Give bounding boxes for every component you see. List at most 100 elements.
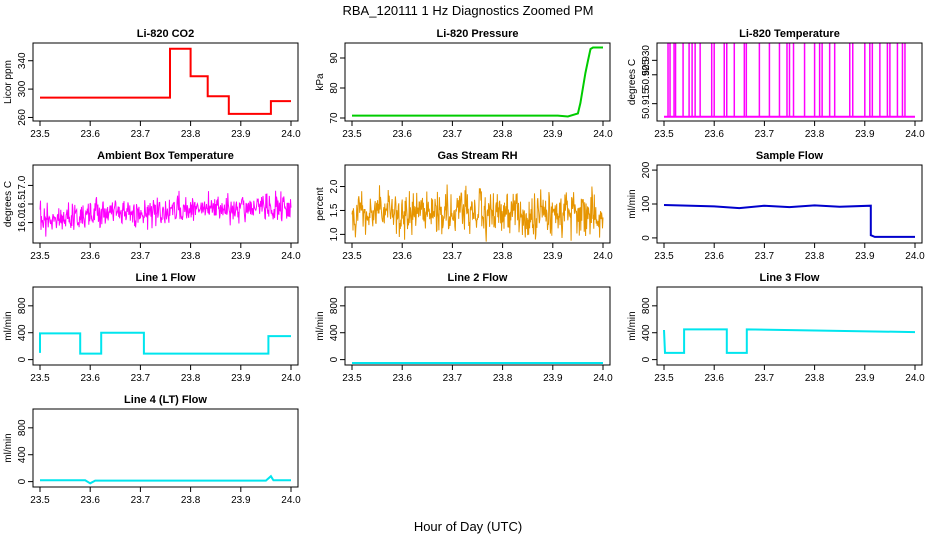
line1-flow-series <box>39 331 291 355</box>
rh-xtick-label: 23.9 <box>543 251 563 262</box>
box-temp-xtick-label: 23.8 <box>181 251 201 262</box>
pressure-ytick-label: 70 <box>329 112 340 124</box>
line4-flow-ytick-label: 0 <box>17 478 28 484</box>
co2-xtick-label: 24.0 <box>281 129 301 140</box>
box-temp-xtick-label: 24.0 <box>281 251 301 262</box>
sample-flow-ytick-label: 200 <box>641 161 652 178</box>
sample-flow-ylabel: ml/min <box>627 189 638 218</box>
line1-flow-title: Line 1 Flow <box>136 272 196 284</box>
box-temp-ytick-label: 16.5 <box>17 194 28 214</box>
figure-xlabel: Hour of Day (UTC) <box>414 519 522 534</box>
line1-flow-ytick-label: 400 <box>17 324 28 341</box>
line1-flow-ytick-label: 0 <box>17 356 28 362</box>
line1-flow-xtick-label: 23.6 <box>80 373 100 384</box>
box-temp-line <box>39 190 292 237</box>
pressure-xtick-label: 24.0 <box>593 129 613 140</box>
panel-sample-flow: Sample Flow 23.5 23.6 23.7 23.8 23.9 24.0 0 100 2… <box>627 150 925 262</box>
pressure-xtick-label: 23.9 <box>543 129 563 140</box>
line3-flow-title: Line 3 Flow <box>760 272 820 284</box>
sample-flow-ytick-label: 100 <box>641 195 652 212</box>
figure-title: RBA_120111 1 Hz Diagnostics Zoomed PM <box>343 3 594 18</box>
line2-flow-xtick-label: 24.0 <box>593 373 613 384</box>
line3-flow-ytick-label: 800 <box>641 297 652 314</box>
pressure-ytick-label: 90 <box>329 52 340 64</box>
co2-ytick-label: 300 <box>17 80 28 97</box>
rh-xtick-label: 23.8 <box>493 251 513 262</box>
line2-flow-xtick-label: 23.5 <box>342 373 362 384</box>
co2-ytick-label: 340 <box>17 52 28 69</box>
line2-flow-xtick-label: 23.7 <box>443 373 463 384</box>
line3-flow-line <box>663 328 916 354</box>
co2-xtick-label: 23.8 <box>181 129 201 140</box>
line3-flow-xtick-label: 23.5 <box>654 373 674 384</box>
line3-flow-series <box>663 328 916 354</box>
rh-ylabel: percent <box>315 187 326 221</box>
line3-flow-ytick-label: 0 <box>641 356 652 362</box>
line2-flow-ytick-label: 800 <box>329 297 340 314</box>
licor-temp-ylabel: degrees C <box>627 59 638 105</box>
sample-flow-series <box>663 204 915 238</box>
pressure-frame <box>344 42 611 122</box>
licor-temp-xtick-label: 23.5 <box>654 129 674 140</box>
line2-flow-xtick-label: 23.9 <box>543 373 563 384</box>
line1-flow-frame <box>32 286 299 366</box>
co2-xtick-label: 23.6 <box>80 129 100 140</box>
co2-frame <box>32 42 299 122</box>
box-temp-xtick-label: 23.5 <box>30 251 50 262</box>
box-temp-xtick-label: 23.6 <box>80 251 100 262</box>
panel-line3-flow: Line 3 Flow 23.5 23.6 23.7 23.8 23.9 24.0 0 400 8… <box>627 272 925 384</box>
pressure-xtick-label: 23.6 <box>392 129 412 140</box>
pressure-xtick-label: 23.7 <box>443 129 463 140</box>
sample-flow-xtick-label: 23.8 <box>805 251 825 262</box>
line1-flow-xtick-label: 23.5 <box>30 373 50 384</box>
sample-flow-xtick-label: 24.0 <box>905 251 925 262</box>
co2-ylabel: Licor ppm <box>3 60 14 104</box>
line3-flow-frame <box>656 286 923 366</box>
box-temp-title: Ambient Box Temperature <box>97 150 234 162</box>
licor-temp-ytick-label: 50.930 <box>641 45 652 76</box>
panel-licor-temp: Li-820 Temperature 23.5 23.6 23.7 23.8 23.9 24… <box>627 28 925 140</box>
co2-line <box>40 47 291 115</box>
pressure-line <box>352 46 603 118</box>
line2-flow-ytick-label: 400 <box>329 324 340 341</box>
line2-flow-title: Line 2 Flow <box>448 272 508 284</box>
line4-flow-title: Line 4 (LT) Flow <box>124 394 207 406</box>
line4-flow-xtick-label: 23.6 <box>80 495 100 506</box>
rh-xtick-label: 24.0 <box>593 251 613 262</box>
rh-xtick-label: 23.6 <box>392 251 412 262</box>
sample-flow-ytick-label: 0 <box>641 235 652 241</box>
rh-title: Gas Stream RH <box>437 150 517 162</box>
pressure-xtick-label: 23.5 <box>342 129 362 140</box>
panel-line2-flow: Line 2 Flow 23.5 23.6 23.7 23.8 23.9 24.0 0 400 8… <box>315 272 613 384</box>
licor-temp-xtick-label: 23.8 <box>805 129 825 140</box>
sample-flow-frame <box>656 164 923 244</box>
line3-flow-xtick-label: 23.6 <box>704 373 724 384</box>
line4-flow-frame <box>32 408 299 488</box>
rh-xtick-label: 23.7 <box>443 251 463 262</box>
line1-flow-xtick-label: 23.9 <box>231 373 251 384</box>
co2-series <box>40 47 291 115</box>
rh-frame <box>344 164 611 244</box>
line4-flow-ytick-label: 800 <box>17 419 28 436</box>
licor-temp-xtick-label: 23.9 <box>855 129 875 140</box>
pressure-series <box>352 46 603 118</box>
box-temp-xtick-label: 23.9 <box>231 251 251 262</box>
sample-flow-line <box>663 204 915 238</box>
line4-flow-xtick-label: 23.9 <box>231 495 251 506</box>
line4-flow-xtick-label: 23.5 <box>30 495 50 506</box>
box-temp-xtick-label: 23.7 <box>131 251 151 262</box>
line3-flow-xtick-label: 23.9 <box>855 373 875 384</box>
line1-flow-line <box>39 331 291 355</box>
licor-temp-ytick-label: 50.915 <box>641 88 652 119</box>
line4-flow-ytick-label: 400 <box>17 446 28 463</box>
licor-temp-ytick-label: 50.925 <box>641 59 652 90</box>
line1-flow-ylabel: ml/min <box>3 311 14 340</box>
rh-ytick-label: 1.5 <box>329 203 340 217</box>
rh-ytick-label: 2.0 <box>329 179 340 193</box>
box-temp-series <box>39 190 292 237</box>
panel-pressure: Li-820 Pressure 23.5 23.6 23.7 23.8 23.9 24.0 7… <box>315 28 613 140</box>
co2-xtick-label: 23.5 <box>30 129 50 140</box>
line3-flow-xtick-label: 24.0 <box>905 373 925 384</box>
licor-temp-xtick-label: 23.6 <box>704 129 724 140</box>
